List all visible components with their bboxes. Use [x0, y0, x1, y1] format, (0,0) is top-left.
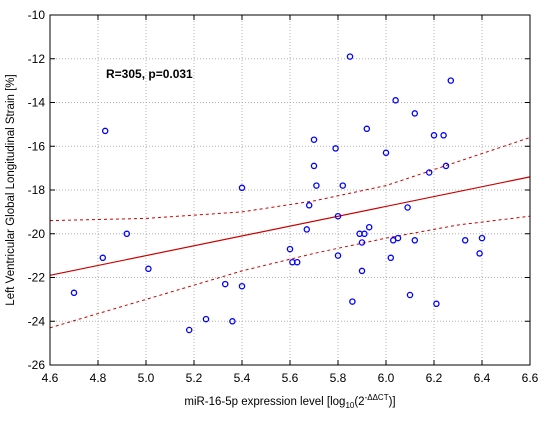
y-tick-label: -12: [28, 52, 46, 66]
data-point: [229, 318, 236, 325]
regression-line: [49, 176, 531, 276]
data-point: [221, 280, 229, 288]
data-point: [332, 145, 339, 152]
data-point: [101, 127, 109, 135]
data-point: [358, 267, 366, 275]
x-axis-title-suffix: )]: [389, 396, 396, 408]
y-axis-title: Left Ventricular Global Longitudinal Str…: [5, 74, 17, 305]
confidence-upper-line: [49, 137, 531, 222]
confidence-lower-line: [49, 215, 531, 329]
data-point: [430, 132, 438, 139]
data-point: [358, 239, 366, 246]
data-point: [382, 149, 390, 157]
data-point: [238, 282, 246, 290]
x-tick-label: 5.0: [138, 371, 155, 385]
y-tick-label: -24: [28, 314, 46, 328]
data-point: [313, 182, 320, 189]
x-tick-label: 4.8: [90, 371, 107, 385]
x-tick-label: 6.2: [426, 371, 443, 385]
data-point: [123, 230, 131, 238]
x-tick-label: 5.8: [330, 371, 347, 385]
x-tick-label: 5.2: [186, 371, 203, 385]
data-point: [334, 212, 342, 220]
y-tick-label: -16: [28, 139, 46, 153]
x-tick-label: 6.6: [522, 371, 539, 385]
y-tick-label: -18: [28, 183, 46, 197]
x-tick-label: 5.4: [234, 371, 251, 385]
x-tick-label: 5.6: [282, 371, 299, 385]
x-axis-title: miR-16-5p expression level [log10(2-ΔΔCT…: [184, 393, 395, 410]
annotation-text: R=305, p=0.031: [106, 67, 193, 81]
y-tick-label: -14: [28, 96, 46, 110]
data-point: [365, 223, 373, 231]
data-point: [387, 254, 395, 262]
data-point: [202, 315, 210, 323]
data-point: [305, 202, 313, 209]
data-point: [363, 125, 371, 133]
x-tick-label: 4.6: [42, 371, 59, 385]
data-point: [392, 97, 399, 104]
data-point: [478, 234, 486, 242]
data-point: [238, 184, 246, 192]
x-axis-title-prefix: miR-16-5p expression level [log: [184, 396, 345, 408]
data-point: [99, 254, 107, 262]
x-axis-title-superscript: -ΔΔCT: [365, 393, 389, 402]
data-point: [349, 298, 356, 305]
data-point: [411, 237, 419, 244]
data-point: [476, 250, 483, 257]
data-point: [334, 252, 342, 259]
data-point: [303, 226, 311, 233]
y-tick-label: -22: [28, 271, 46, 285]
data-point: [433, 300, 440, 308]
regression-fit: [49, 176, 531, 276]
x-axis-title-mid: (2: [354, 396, 364, 408]
data-point: [339, 182, 347, 189]
data-point: [145, 265, 152, 273]
data-point: [70, 289, 78, 297]
y-tick-label: -10: [28, 8, 46, 22]
confidence-band: [49, 137, 531, 329]
data-point: [461, 237, 469, 244]
data-point: [310, 136, 318, 143]
data-point: [447, 77, 455, 84]
data-point: [411, 110, 419, 117]
data-point: [442, 162, 450, 170]
data-point: [406, 291, 414, 299]
data-point: [361, 230, 368, 238]
y-axis-ticks: -10 -12 -14 -16 -18 -20 -22 -24 -26: [28, 8, 530, 372]
data-point: [310, 162, 318, 170]
data-point: [346, 53, 354, 60]
x-axis-ticks: 4.6 4.8 5.0 5.2 5.4 5.6 5.8 6.0 6.2 6.4 6.6: [42, 15, 539, 385]
y-tick-label: -20: [28, 227, 46, 241]
data-point: [394, 234, 402, 242]
data-point: [404, 204, 411, 211]
data-points: [70, 53, 486, 334]
data-point: [286, 245, 294, 253]
data-point: [293, 258, 301, 266]
data-point: [185, 326, 193, 334]
y-tick-label: -26: [28, 358, 46, 372]
data-point: [440, 132, 447, 139]
data-point: [425, 169, 433, 176]
x-tick-label: 6.0: [378, 371, 395, 385]
x-tick-label: 6.4: [474, 371, 491, 385]
x-axis-title-subscript: 10: [345, 401, 354, 410]
